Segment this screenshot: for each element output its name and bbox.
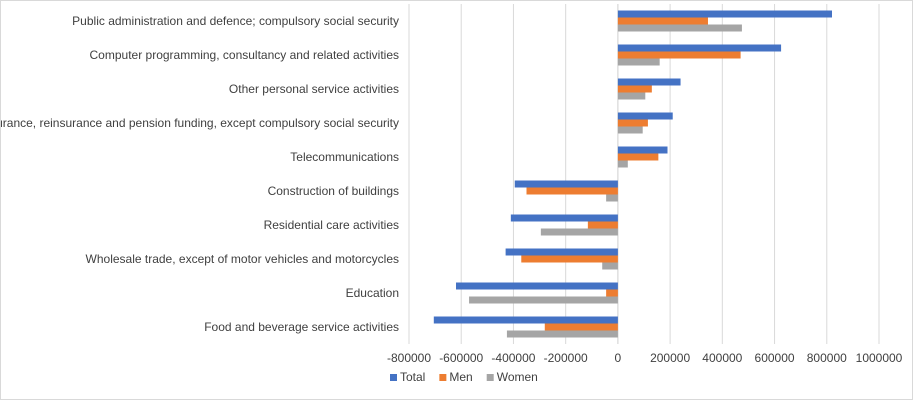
category-label: Construction of buildings <box>268 184 399 198</box>
bar-men <box>617 17 708 25</box>
legend-swatch-men <box>439 374 447 381</box>
bar-men <box>521 255 618 263</box>
x-tick-label: -400000 <box>491 351 535 365</box>
legend-label-total: Total <box>400 370 425 384</box>
bar-total <box>456 282 618 290</box>
bar-total <box>510 214 618 222</box>
legend-swatch-total <box>390 374 397 381</box>
category-label: Residential care activities <box>264 218 399 232</box>
bar-men <box>617 119 648 127</box>
x-tick-label: 1000000 <box>856 351 903 365</box>
bar-total <box>505 248 618 256</box>
bar-women <box>617 126 643 134</box>
bar-total <box>617 112 673 120</box>
x-tick-label: 400000 <box>702 351 742 365</box>
x-tick-label: -800000 <box>387 351 431 365</box>
x-tick-label: 600000 <box>755 351 795 365</box>
bar-total <box>514 180 618 188</box>
bar-women <box>506 330 618 338</box>
legend: Total Men Women <box>390 370 538 384</box>
bar-women <box>617 58 660 66</box>
category-label: Wholesale trade, except of motor vehicle… <box>86 252 399 266</box>
bar-total <box>617 78 681 86</box>
x-tick-label: -600000 <box>439 351 483 365</box>
bar-men <box>617 153 659 161</box>
x-tick-label: -200000 <box>544 351 588 365</box>
legend-swatch-women <box>486 374 494 381</box>
category-label: Food and beverage service activities <box>204 320 399 334</box>
category-labels: Public administration and defence; compu… <box>1 14 399 334</box>
bar-women <box>540 228 618 236</box>
bar-men <box>544 323 618 331</box>
bar-men <box>617 85 652 93</box>
category-label: Telecommunications <box>290 150 399 164</box>
bar-women <box>602 262 618 270</box>
bar-men <box>617 51 741 59</box>
category-label: Other personal service activities <box>229 82 399 96</box>
x-tick-label: 0 <box>615 351 622 365</box>
bar-women <box>606 194 618 202</box>
gridlines <box>408 4 880 344</box>
bar-women <box>617 92 646 100</box>
bar-women <box>617 24 742 32</box>
bar-total <box>617 10 832 18</box>
bar-men <box>526 187 618 195</box>
legend-label-women: Women <box>497 370 538 384</box>
category-label: Education <box>346 286 399 300</box>
bars <box>433 10 832 338</box>
legend-label-men: Men <box>449 370 472 384</box>
bar-men <box>587 221 618 229</box>
bar-total <box>617 44 782 52</box>
bar-women <box>469 296 618 304</box>
bar-men <box>606 289 618 297</box>
category-label: Insurance, reinsurance and pension fundi… <box>1 116 399 130</box>
bar-total <box>433 316 618 324</box>
bar-women <box>617 160 628 168</box>
x-axis-tick-labels: -800000 -600000 -400000 -200000 0 200000 40000… <box>387 351 903 365</box>
bar-total <box>617 146 668 154</box>
x-tick-label: 200000 <box>650 351 690 365</box>
x-tick-label: 800000 <box>807 351 847 365</box>
category-label: Computer programming, consultancy and re… <box>90 48 399 62</box>
category-label: Public administration and defence; compu… <box>72 14 399 28</box>
